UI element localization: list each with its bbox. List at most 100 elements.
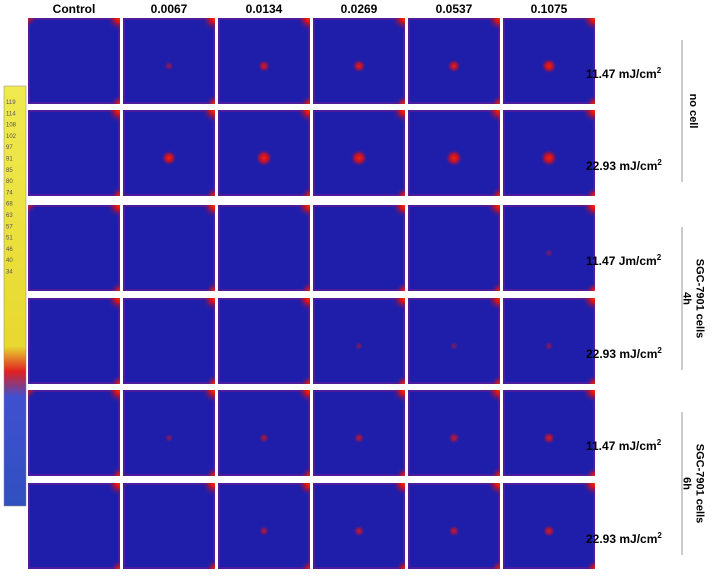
column-header: 0.1075: [531, 2, 568, 16]
panel-background: [313, 205, 405, 291]
heatmap-panel: [313, 298, 405, 384]
heatmap-panel: [503, 390, 595, 476]
panel-background: [408, 205, 500, 291]
superscript: 2: [657, 346, 662, 355]
heatmap-panel: [28, 390, 120, 476]
colorbar-tick: 63: [6, 213, 13, 219]
panel-content: [503, 390, 595, 476]
corner-hot: [300, 94, 310, 104]
corner-hot: [300, 281, 310, 291]
corner-hot: [205, 559, 215, 569]
hot-spot: [541, 58, 557, 74]
panel-content: [28, 483, 120, 569]
panel-background: [28, 205, 120, 291]
row-label: 22.93 mJ/cm2: [586, 531, 662, 546]
corner-hot: [106, 390, 120, 404]
group-label: SGC-7901 cells: [694, 444, 706, 524]
panel-content: [503, 110, 595, 196]
hot-spot: [255, 149, 273, 167]
panel-content: [313, 298, 405, 384]
heatmap-panel: [218, 483, 310, 569]
corner-hot: [205, 374, 215, 384]
heatmap-panel: [123, 390, 215, 476]
panel-content: [408, 298, 500, 384]
panel-content: [218, 110, 310, 196]
corner-hot: [486, 298, 500, 312]
corner-hot: [486, 390, 500, 404]
corner-hot: [110, 186, 120, 196]
dose-text: 11.47 Jm/cm: [586, 254, 657, 268]
corner-hot: [296, 390, 310, 404]
panel-background: [123, 298, 215, 384]
hot-spot: [164, 61, 174, 71]
heatmap-panel: [313, 110, 405, 196]
corner-hot: [201, 483, 215, 497]
panel-background: [218, 205, 310, 291]
heatmap-panel: [503, 110, 595, 196]
corner-hot: [110, 466, 120, 476]
group-label: no cell: [687, 94, 699, 129]
group-label: 6h: [681, 477, 693, 490]
corner-hot: [486, 483, 500, 497]
colorbar-tick: 119: [6, 100, 16, 106]
hot-spot: [350, 149, 368, 167]
panel-content: [123, 390, 215, 476]
heatmap-panel: [218, 390, 310, 476]
colorbar-tick: 108: [6, 123, 17, 129]
heatmap-panel: [218, 205, 310, 291]
panel-content: [28, 298, 120, 384]
row-label: 11.47 mJ/cm2: [586, 438, 662, 453]
panel-background: [313, 298, 405, 384]
corner-hot: [585, 281, 595, 291]
panel-background: [123, 205, 215, 291]
corner-hot: [391, 18, 405, 32]
corner-hot: [490, 466, 500, 476]
corner-hot: [490, 281, 500, 291]
heatmap-panel: [408, 298, 500, 384]
hot-spot: [354, 341, 364, 351]
corner-hot: [106, 18, 120, 32]
corner-hot: [201, 298, 215, 312]
corner-hot: [300, 186, 310, 196]
corner-hot: [201, 110, 215, 124]
corner-hot: [300, 466, 310, 476]
hot-spot: [447, 59, 461, 73]
hot-spot: [352, 59, 366, 73]
corner-hot: [201, 390, 215, 404]
panel-content: [28, 110, 120, 196]
panel-background: [28, 483, 120, 569]
colorbar-tick: 80: [6, 179, 13, 185]
dose-text: 22.93 mJ/cm: [586, 159, 657, 173]
colorbar-tick: 114: [6, 111, 16, 117]
panel-content: [28, 205, 120, 291]
corner-hot: [581, 390, 595, 404]
panel-content: [218, 298, 310, 384]
panel-content: [123, 205, 215, 291]
heatmap-panel: [123, 483, 215, 569]
colorbar-tick: 102: [6, 134, 17, 140]
colorbar-tick: 34: [6, 270, 13, 276]
corner-hot: [110, 281, 120, 291]
heatmap-panel: [408, 110, 500, 196]
corner-hot: [585, 466, 595, 476]
corner-hot: [205, 466, 215, 476]
corner-hot: [106, 205, 120, 219]
column-header: 0.0134: [246, 2, 283, 16]
corner-hot: [201, 18, 215, 32]
corner-hot: [486, 110, 500, 124]
corner-hot: [395, 186, 405, 196]
colorbar: [3, 85, 27, 507]
panel-content: [503, 483, 595, 569]
row-label: 11.47 mJ/cm2: [586, 66, 662, 81]
panel-content: [503, 298, 595, 384]
corner-hot: [490, 94, 500, 104]
panel-content: [28, 390, 120, 476]
corner-hot: [28, 18, 38, 28]
panel-content: [503, 205, 595, 291]
heatmap-panel: [28, 205, 120, 291]
panel-content: [408, 205, 500, 291]
panel-background: [218, 298, 310, 384]
row-label: 22.93 mJ/cm2: [586, 158, 662, 173]
corner-hot: [391, 390, 405, 404]
panel-content: [503, 18, 595, 104]
